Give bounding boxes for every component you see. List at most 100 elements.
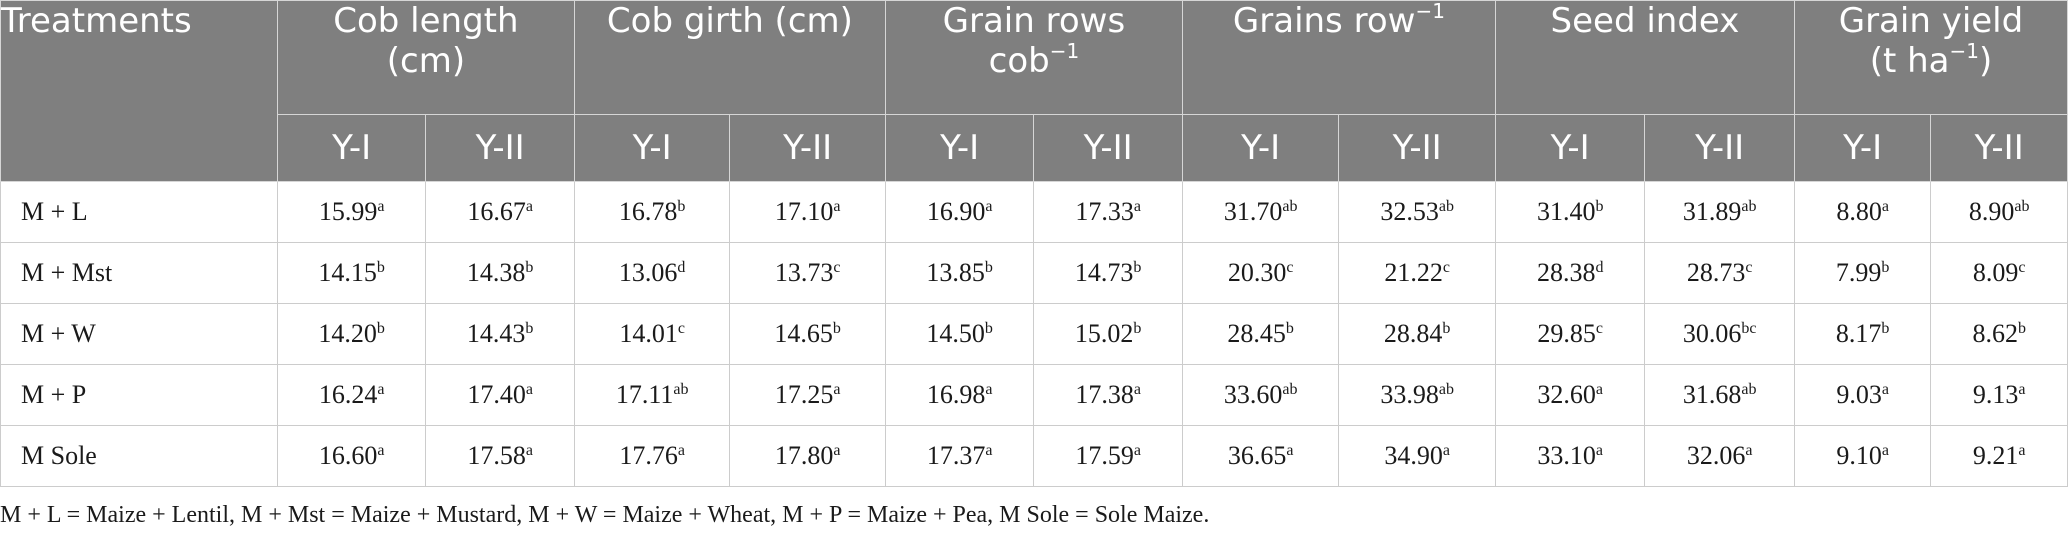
cell-value: 29.85 xyxy=(1537,319,1596,348)
treatment-cell: M Sole xyxy=(0,425,278,487)
cell-value: 15.99 xyxy=(318,197,378,226)
significance-letter: b xyxy=(1442,320,1451,337)
cell-value: 21.22 xyxy=(1384,258,1443,287)
cell-value: 31.40 xyxy=(1536,197,1596,226)
significance-letter: a xyxy=(1286,442,1294,459)
value-cell: 17.25a xyxy=(729,364,886,426)
cell-value: 13.85 xyxy=(926,258,985,287)
value-cell: 28.84b xyxy=(1338,303,1496,365)
significance-letter: c xyxy=(1286,259,1294,276)
header-year: Y-II xyxy=(425,114,575,182)
cell-value: 17.38 xyxy=(1075,380,1134,409)
significance-letter: a xyxy=(1745,442,1753,459)
cell-value: 34.90 xyxy=(1384,441,1443,470)
value-cell: 14.43b xyxy=(425,303,575,365)
cell-value: 14.65 xyxy=(774,319,833,348)
significance-letter: a xyxy=(1595,442,1603,459)
value-cell: 14.01c xyxy=(573,303,731,365)
significance-letter: a xyxy=(833,381,841,398)
cell-value: 17.25 xyxy=(774,380,834,409)
significance-letter: a xyxy=(377,381,385,398)
header-year: Y-I xyxy=(884,114,1035,182)
header-year: Y-I xyxy=(276,114,427,182)
cell-value: 8.17 xyxy=(1835,319,1882,348)
value-cell: 31.70ab xyxy=(1181,181,1340,243)
value-cell: 15.99a xyxy=(276,181,427,243)
value-cell: 28.38d xyxy=(1494,242,1646,304)
value-cell: 16.67a xyxy=(425,181,575,243)
significance-letter: a xyxy=(525,381,533,398)
table-row: M + L 15.99a 16.67a 16.78b 17.10a 16.90a 17.33… xyxy=(0,181,2068,243)
header-cob-length: Cob length (cm) xyxy=(276,0,575,115)
significance-letter: ab xyxy=(1282,198,1298,215)
significance-letter: a xyxy=(1133,442,1141,459)
cell-value: 15.02 xyxy=(1074,319,1134,348)
significance-letter: a xyxy=(1133,198,1141,215)
significance-letter: a xyxy=(985,381,993,398)
significance-letter: ab xyxy=(1438,381,1454,398)
header-year: Y-I xyxy=(1181,114,1340,182)
significance-letter: ab xyxy=(673,381,689,398)
cell-value: 16.67 xyxy=(467,197,526,226)
value-cell: 14.38b xyxy=(425,242,575,304)
significance-letter: a xyxy=(377,198,385,215)
significance-letter: a xyxy=(525,442,533,459)
cell-value: 17.11 xyxy=(615,380,674,409)
cell-value: 28.38 xyxy=(1536,258,1596,287)
cell-value: 14.20 xyxy=(318,319,377,348)
value-cell: 9.13a xyxy=(1930,364,2068,426)
cell-value: 31.89 xyxy=(1682,197,1742,226)
cell-value: 17.10 xyxy=(774,197,834,226)
cell-value: 31.68 xyxy=(1682,380,1742,409)
header-grain-rows: Grain rows cob−1 xyxy=(884,0,1183,115)
cell-value: 16.90 xyxy=(926,197,986,226)
significance-letter: b xyxy=(525,320,534,337)
header-row-groups: Treatments Cob length (cm) Cob girth (cm)… xyxy=(0,0,2068,182)
header-year: Y-I xyxy=(573,114,731,182)
cell-value: 28.45 xyxy=(1227,319,1286,348)
value-cell: 8.17b xyxy=(1793,303,1932,365)
cell-value: 17.37 xyxy=(926,441,986,470)
value-cell: 17.10a xyxy=(729,181,886,243)
value-cell: 8.90ab xyxy=(1930,181,2068,243)
value-cell: 20.30c xyxy=(1181,242,1340,304)
significance-letter: b xyxy=(984,259,993,276)
header-grain-yield: Grain yield (t ha−1) xyxy=(1793,0,2068,115)
value-cell: 13.73c xyxy=(729,242,886,304)
header-grains-row: Grains row−1 xyxy=(1181,0,1496,115)
cell-value: 17.80 xyxy=(774,441,834,470)
value-cell: 7.99b xyxy=(1793,242,1932,304)
table-row: M Sole 16.60a 17.58a 17.76a 17.80a 17.37a 17.5… xyxy=(0,425,2068,487)
value-cell: 8.62b xyxy=(1930,303,2068,365)
value-cell: 33.98ab xyxy=(1338,364,1496,426)
value-cell: 17.76a xyxy=(573,425,731,487)
significance-letter: ab xyxy=(1438,198,1454,215)
cell-value: 9.10 xyxy=(1836,441,1882,470)
cell-value: 31.70 xyxy=(1223,197,1283,226)
significance-letter: d xyxy=(1595,259,1604,276)
value-cell: 31.89ab xyxy=(1644,181,1795,243)
value-cell: 9.10a xyxy=(1793,425,1932,487)
significance-letter: b xyxy=(984,320,993,337)
header-treatments: Treatments xyxy=(0,0,278,182)
cell-value: 28.84 xyxy=(1383,319,1443,348)
significance-letter: a xyxy=(1881,198,1889,215)
significance-letter: a xyxy=(2018,381,2026,398)
significance-letter: a xyxy=(1133,381,1141,398)
cell-value: 14.15 xyxy=(318,258,377,287)
cell-value: 30.06 xyxy=(1682,319,1742,348)
cell-value: 14.38 xyxy=(466,258,526,287)
treatment-cell: M + Mst xyxy=(0,242,278,304)
significance-letter: c xyxy=(833,259,841,276)
header-year: Y-II xyxy=(729,114,886,182)
header-year: Y-I xyxy=(1494,114,1646,182)
cell-value: 32.60 xyxy=(1537,380,1596,409)
cell-value: 9.13 xyxy=(1972,380,2019,409)
cell-value: 33.10 xyxy=(1537,441,1596,470)
significance-letter: b xyxy=(832,320,841,337)
cell-value: 16.60 xyxy=(318,441,378,470)
cell-value: 17.58 xyxy=(467,441,526,470)
significance-letter: d xyxy=(677,259,686,276)
cell-value: 14.43 xyxy=(466,319,526,348)
cell-value: 17.59 xyxy=(1075,441,1134,470)
